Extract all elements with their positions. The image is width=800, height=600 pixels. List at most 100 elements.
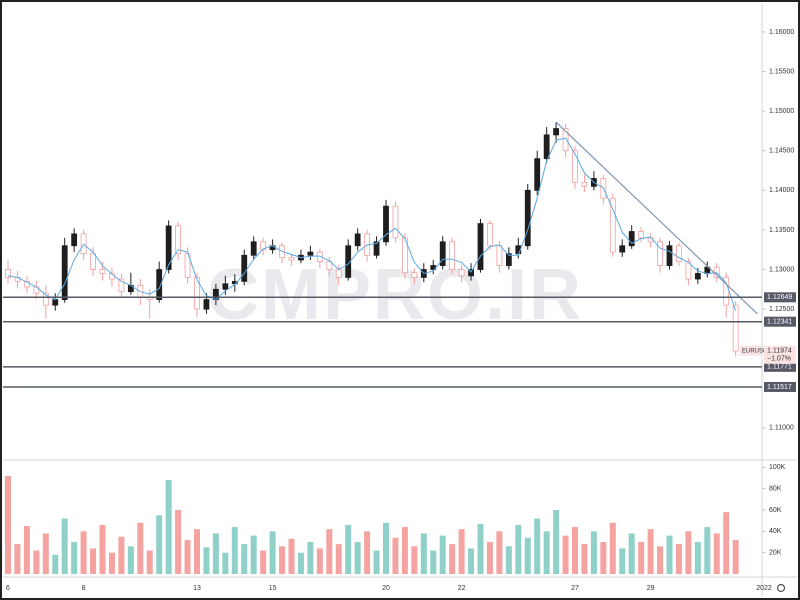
candle-body <box>71 233 78 247</box>
volume-bar <box>590 531 597 574</box>
volume-bar <box>420 533 427 574</box>
volume-bar <box>335 544 342 574</box>
volume-bar <box>704 527 711 574</box>
volume-tick-label: 80K <box>769 486 782 493</box>
volume-bar <box>326 529 333 574</box>
watermark: CMPRO.IR <box>207 255 583 335</box>
settings-icon[interactable] <box>776 583 786 593</box>
volume-bar <box>496 531 503 574</box>
volume-bar <box>411 546 418 574</box>
volume-bar <box>165 480 172 574</box>
volume-bar <box>307 542 314 574</box>
candle-body <box>118 278 125 293</box>
change-label: −1.07% <box>767 356 791 363</box>
volume-bar <box>231 527 238 574</box>
x-tick-label: 13 <box>193 585 201 592</box>
candle-body <box>638 231 645 239</box>
volume-bar <box>241 544 248 574</box>
volume-bar <box>71 542 78 574</box>
volume-bar <box>250 535 257 574</box>
volume-tick-label: 100K <box>769 464 786 471</box>
volume-bar <box>146 550 153 574</box>
candle-body <box>231 280 238 285</box>
y-tick-label: 1.15000 <box>769 108 794 115</box>
volume-bar <box>212 533 219 574</box>
volume-bar <box>515 524 522 574</box>
level-label-box <box>764 381 796 392</box>
candle-body <box>562 128 569 152</box>
volume-bar <box>80 531 87 574</box>
candle-body <box>524 189 531 247</box>
y-tick-label: 1.16000 <box>769 29 794 36</box>
level-label-box <box>764 361 796 372</box>
x-tick-label: 6 <box>6 585 10 592</box>
candle-body <box>458 269 465 277</box>
candle-body <box>505 253 512 266</box>
candle-body <box>572 150 578 183</box>
volume-bar <box>184 539 191 574</box>
volume-bar <box>222 552 229 574</box>
candle-body <box>165 225 172 270</box>
volume-bar <box>401 527 408 574</box>
candle-body <box>307 251 314 256</box>
volume-bar <box>449 544 456 574</box>
candle-body <box>194 277 200 310</box>
y-tick-label: 1.14000 <box>769 187 794 194</box>
volume-bar <box>33 550 40 574</box>
volume-bar <box>524 537 531 574</box>
x-tick-label: 8 <box>82 585 86 592</box>
volume-bar <box>99 524 106 574</box>
volume-tick-label: 20K <box>769 550 782 557</box>
volume-bar <box>61 518 68 574</box>
volume-bar <box>260 550 267 574</box>
candle-body <box>534 158 541 191</box>
candle-body <box>222 283 229 290</box>
candle-body <box>288 257 295 261</box>
candle-body <box>439 241 446 266</box>
volume-bar <box>373 550 380 574</box>
y-tick-label: 1.13000 <box>769 266 794 273</box>
candle-body <box>383 205 389 243</box>
volume-bar <box>694 542 701 574</box>
volume-bar <box>628 533 635 574</box>
volume-bar <box>127 546 134 574</box>
volume-tick-label: 40K <box>769 528 782 535</box>
candle-body <box>628 231 635 247</box>
volume-bar <box>534 518 541 574</box>
volume-bar <box>354 542 361 574</box>
symbol-box <box>740 345 762 356</box>
candle-body <box>609 197 616 253</box>
candle-body <box>392 205 399 239</box>
y-tick-label: 1.14500 <box>769 148 794 155</box>
level-label-box <box>764 316 796 327</box>
candle-body <box>354 233 361 247</box>
y-tick-label: 1.15500 <box>769 68 794 75</box>
volume-bar <box>666 535 673 574</box>
volume-bar <box>156 515 163 574</box>
x-tick-label: 29 <box>647 585 655 592</box>
volume-bar <box>392 537 399 574</box>
level-label: 1.11517 <box>767 384 792 391</box>
volume-bar <box>52 554 59 574</box>
level-label: 1.12649 <box>767 294 792 301</box>
volume-bar <box>609 522 616 574</box>
candle-body <box>250 241 257 256</box>
volume-bar <box>345 524 352 574</box>
candle-body <box>61 245 68 301</box>
volume-bar <box>657 546 664 574</box>
level-label: 1.11771 <box>767 364 792 371</box>
volume-bar <box>543 531 550 574</box>
volume-bar <box>430 550 437 574</box>
volume-bar <box>5 475 11 574</box>
candle-body <box>23 280 30 288</box>
trendline <box>555 121 758 315</box>
candle-body <box>676 245 682 262</box>
candle-body <box>496 245 503 266</box>
level-label-box <box>764 292 796 303</box>
volume-bar <box>477 523 484 574</box>
candle-body <box>99 269 106 274</box>
x-tick-label: 15 <box>269 585 277 592</box>
